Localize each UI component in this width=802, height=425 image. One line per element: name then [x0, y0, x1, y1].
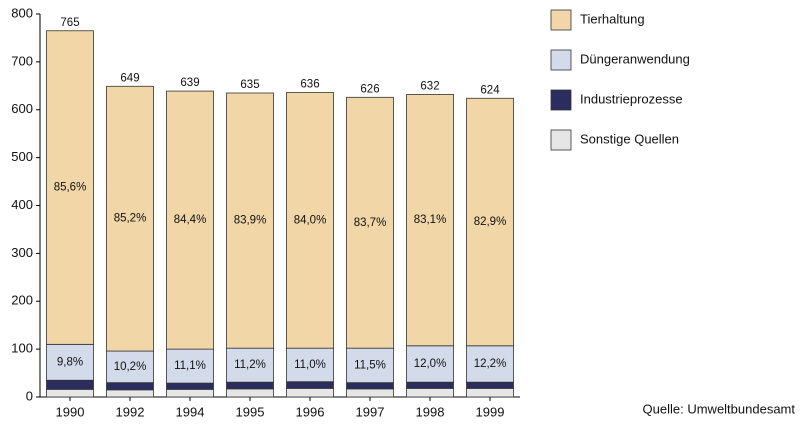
bar-segment: [106, 389, 154, 398]
y-tick-label: 0: [26, 388, 33, 403]
bar-segment: [46, 30, 94, 345]
x-tick-label: 1994: [176, 404, 205, 419]
bar-segment: [466, 381, 514, 389]
total-label: 649: [120, 72, 139, 84]
x-tick-label: 1992: [116, 404, 145, 419]
x-tick-label: 1998: [416, 404, 445, 419]
bar-segment: [406, 387, 454, 398]
bar-segment: [406, 381, 454, 389]
bar-segment: [286, 347, 334, 383]
bar-segment: [46, 379, 94, 390]
y-tick-label: 300: [11, 245, 33, 260]
total-label: 632: [420, 80, 439, 92]
x-tick-label: 1997: [356, 404, 385, 419]
total-label: 765: [60, 17, 79, 29]
bar-segment: [46, 388, 94, 398]
bar-segment: [46, 343, 94, 381]
bar-segment: [106, 85, 154, 352]
bar-segment: [346, 382, 394, 390]
x-tick-label: 1990: [56, 404, 85, 419]
share-label: 83,1%: [414, 214, 447, 226]
bar-segment: [286, 92, 334, 349]
x-tick-label: 1995: [236, 404, 265, 419]
bar-segment: [106, 382, 154, 391]
share-label: 11,2%: [234, 359, 266, 371]
share-label: 82,9%: [474, 216, 507, 228]
bar-segment: [406, 94, 454, 347]
legend-label: Sonstige Quellen: [580, 131, 679, 146]
share-label: 11,5%: [354, 359, 386, 371]
share-label: 84,0%: [294, 214, 327, 226]
bar-segment: [166, 388, 214, 398]
share-label: 83,7%: [354, 217, 387, 229]
share-label: 10,2%: [114, 361, 147, 373]
share-label: 12,0%: [414, 358, 447, 370]
y-tick-label: 700: [11, 53, 33, 68]
total-label: 639: [180, 77, 199, 89]
bar-segment: [406, 345, 454, 383]
bar-segment: [286, 387, 334, 398]
y-tick-label: 400: [11, 197, 33, 212]
legend-label: Industrieprozesse: [580, 91, 683, 106]
bar-segment: [226, 92, 274, 349]
bar-segment: [166, 90, 214, 350]
source-note: Quelle: Umweltbundesamt: [643, 401, 796, 416]
legend-swatch: [550, 89, 572, 111]
legend-label: Tierhaltung: [580, 11, 645, 26]
bar-segment: [346, 388, 394, 398]
share-label: 11,0%: [294, 359, 326, 371]
share-label: 85,6%: [54, 182, 87, 194]
y-tick-label: 800: [11, 5, 33, 20]
bar-segment: [106, 350, 154, 384]
bar-segment: [466, 97, 514, 347]
bar-segment: [166, 382, 214, 390]
share-label: 85,2%: [114, 213, 147, 225]
total-label: 626: [360, 83, 379, 95]
bar-segment: [346, 96, 394, 349]
share-label: 83,9%: [234, 215, 267, 227]
legend-swatch: [550, 49, 572, 71]
bar-segment: [226, 381, 274, 390]
legend-swatch: [550, 129, 572, 151]
y-tick-label: 500: [11, 149, 33, 164]
share-label: 11,1%: [174, 360, 206, 372]
x-tick-label: 1999: [476, 404, 505, 419]
bar-segment: [286, 381, 334, 389]
y-tick-label: 100: [11, 341, 33, 356]
total-label: 624: [480, 84, 500, 96]
x-tick-label: 1996: [296, 404, 325, 419]
bar-segment: [226, 388, 274, 398]
total-label: 635: [240, 79, 259, 91]
total-label: 636: [300, 79, 319, 91]
bar-segment: [466, 387, 514, 398]
bar-segment: [166, 348, 214, 384]
share-label: 84,4%: [174, 214, 207, 226]
legend-label: Düngeranwendung: [580, 51, 690, 66]
y-tick-label: 600: [11, 101, 33, 116]
y-tick-label: 200: [11, 293, 33, 308]
share-label: 12,2%: [474, 358, 507, 370]
share-label: 9,8%: [57, 356, 83, 368]
legend-swatch: [550, 9, 572, 31]
